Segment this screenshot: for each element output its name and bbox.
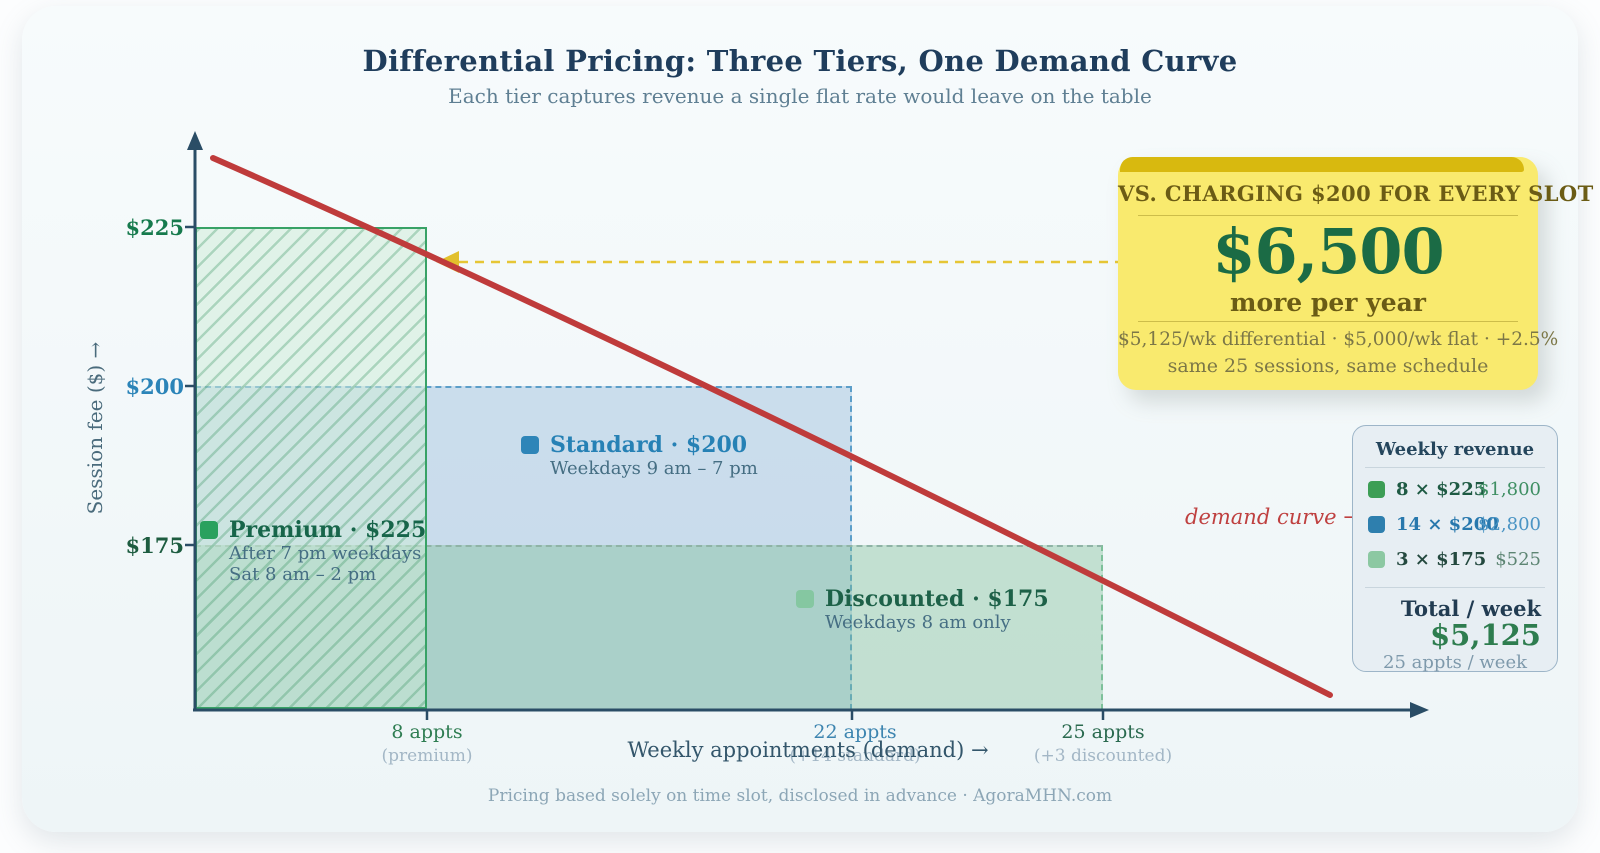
legend-row-discounted: 3 × $175 $525	[1353, 547, 1557, 573]
discounted-tier-title: Discounted · $175	[825, 586, 1049, 612]
standard-swatch-icon	[1368, 516, 1385, 533]
weekly-revenue-legend: Weekly revenue 8 × $225 $1,800 14 × $200…	[1352, 425, 1558, 673]
callout-amount: $6,500	[1212, 215, 1444, 288]
legend-row-value: $525	[1495, 549, 1541, 570]
discounted-swatch-icon	[1368, 551, 1385, 568]
x-tick-group-25appts: 25 appts (+3 discounted)	[993, 721, 1213, 766]
premium-tier-heading: Premium · $225	[200, 517, 426, 543]
page-subtitle: Each tier captures revenue a single flat…	[448, 84, 1152, 108]
callout-detail-1: $5,125/wk differential · $5,000/wk flat …	[1118, 329, 1559, 350]
x-tick-label: 22 appts	[813, 721, 897, 743]
discounted-tier-detail-1: Weekdays 8 am only	[825, 612, 1011, 633]
legend-divider-top	[1365, 467, 1545, 468]
callout-divider-bottom	[1138, 321, 1518, 322]
callout-amount-caption: more per year	[1230, 288, 1426, 317]
legend-divider-bottom	[1365, 587, 1545, 588]
premium-tier-detail-2: Sat 8 am – 2 pm	[229, 564, 377, 585]
discounted-swatch-icon	[796, 590, 814, 608]
standard-swatch-icon	[521, 436, 539, 454]
standard-tier-heading: Standard · $200	[521, 432, 758, 458]
y-tick-label-175: $175	[125, 533, 184, 558]
page-footer: Pricing based solely on time slot, discl…	[487, 786, 1113, 806]
x-tick-group-22appts: 22 appts (+14 standard)	[745, 721, 965, 766]
page-title: Differential Pricing: Three Tiers, One D…	[362, 44, 1238, 78]
legend-total-value: $5,125	[1430, 618, 1541, 652]
standard-tier-detail-1: Weekdays 9 am – 7 pm	[550, 458, 758, 479]
legend-row-label: 8 × $225	[1396, 479, 1487, 500]
premium-tier-area	[195, 227, 427, 709]
discounted-tier-heading: Discounted · $175	[796, 586, 1049, 612]
standard-tier-label: Standard · $200 Weekdays 9 am – 7 pm	[521, 432, 758, 479]
legend-row-label: 3 × $175	[1396, 549, 1487, 570]
x-tick-label: 25 appts	[1061, 721, 1145, 743]
discounted-tier-label: Discounted · $175 Weekdays 8 am only	[796, 586, 1049, 633]
demand-curve-label: demand curve →	[1185, 505, 1361, 529]
premium-tier-title: Premium · $225	[229, 517, 427, 543]
y-axis-title: Session fee ($) →	[83, 341, 107, 515]
premium-tier-label: Premium · $225 After 7 pm weekdays Sat 8…	[200, 517, 426, 585]
legend-total-label: Total / week	[1400, 596, 1541, 621]
comparison-callout: VS. CHARGING $200 FOR EVERY SLOT $6,500 …	[1118, 157, 1594, 390]
x-tick-group-8appts: 8 appts (premium)	[317, 721, 537, 766]
legend-title: Weekly revenue	[1375, 439, 1535, 460]
premium-tier-detail-1: After 7 pm weekdays	[229, 543, 422, 564]
callout-lid	[1120, 157, 1524, 172]
legend-row-label: 14 × $200	[1396, 514, 1499, 535]
y-tick-label-225: $225	[125, 215, 184, 240]
y-tick-label-200: $200	[125, 374, 184, 399]
standard-tier-title: Standard · $200	[550, 432, 748, 458]
x-tick-sublabel: (+14 standard)	[789, 746, 921, 766]
legend-row-value: $1,800	[1478, 479, 1541, 500]
callout-header: VS. CHARGING $200 FOR EVERY SLOT	[1118, 181, 1594, 206]
x-tick-sublabel: (+3 discounted)	[1033, 746, 1173, 766]
x-tick-label: 8 appts	[391, 721, 463, 743]
legend-row-premium: 8 × $225 $1,800	[1353, 477, 1557, 503]
x-axis-title: Weekly appointments (demand) →	[627, 738, 989, 762]
x-tick-sublabel: (premium)	[381, 746, 473, 766]
premium-swatch-icon	[200, 521, 218, 539]
legend-row-value: $2,800	[1478, 514, 1541, 535]
premium-swatch-icon	[1368, 481, 1385, 498]
legend-total-caption: 25 appts / week	[1383, 652, 1527, 673]
legend-row-standard: 14 × $200 $2,800	[1353, 512, 1557, 538]
callout-detail-2: same 25 sessions, same schedule	[1167, 355, 1489, 377]
